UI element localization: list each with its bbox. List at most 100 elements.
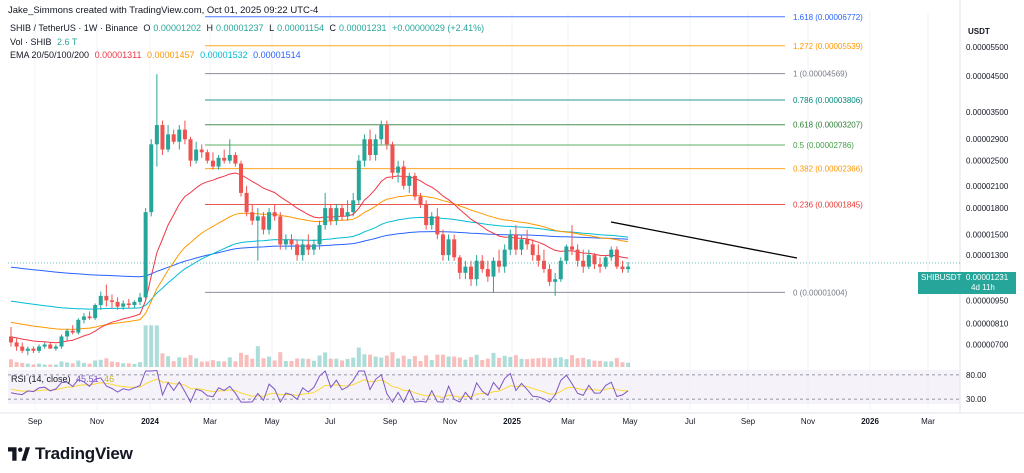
candle-body — [42, 344, 47, 347]
volume-bar — [407, 359, 412, 367]
candle-body — [93, 305, 98, 319]
volume-bar — [239, 352, 244, 367]
candle-body — [70, 330, 75, 333]
time-tick-label: 2026 — [861, 417, 879, 426]
rsi-panel: 80.00 30.00 — [8, 369, 987, 404]
volume-bar — [424, 355, 429, 367]
candle-body — [564, 246, 569, 261]
candle-body — [508, 234, 513, 250]
volume-bar — [575, 358, 580, 367]
volume-bar — [87, 363, 92, 367]
fibonacci-levels: 1.618 (0.00006772) 1.272 (0.00005539) 1 (0… — [205, 13, 863, 297]
candle-body — [132, 301, 137, 306]
candle-body — [435, 216, 440, 235]
volume-bar — [463, 359, 468, 367]
price-tick-label: 0.00004500 — [966, 72, 1009, 81]
candle-body — [244, 192, 249, 213]
volume-bar — [620, 362, 625, 367]
candle-body — [480, 260, 485, 270]
volume-bar — [149, 325, 154, 367]
candle-body — [598, 264, 603, 267]
credit-line: Jake_Simmons created with TradingView.co… — [8, 5, 319, 16]
volume-bar — [250, 358, 255, 367]
volume-bar — [418, 360, 423, 367]
candle-body — [205, 152, 210, 161]
volume-bar — [614, 358, 619, 367]
volume-bar — [368, 354, 373, 367]
volume-bar — [9, 359, 13, 367]
volume-bar — [570, 355, 574, 367]
volume-bar — [317, 355, 322, 367]
candle-body — [553, 279, 558, 282]
tradingview-logo[interactable]: TradingView — [8, 444, 133, 464]
volume-bar — [334, 358, 339, 367]
ema-legend[interactable]: EMA 20/50/100/200 0.00001311 0.00001457 … — [10, 50, 301, 60]
volume-bar — [519, 358, 524, 367]
candle-body — [65, 330, 70, 337]
candle-body — [233, 155, 238, 164]
candle-body — [9, 336, 13, 343]
volume-bar — [278, 352, 283, 367]
volume-bar — [121, 363, 126, 367]
price-tick-label: 0.00002900 — [966, 135, 1009, 144]
volume-bar — [513, 355, 518, 367]
volume-bar — [59, 361, 64, 367]
volume-bar — [216, 361, 221, 367]
candle-body — [87, 316, 92, 319]
grid — [0, 0, 1024, 414]
rsi-legend[interactable]: RSI (14, close) 45.51 46 — [11, 374, 115, 384]
volume-bar — [541, 357, 546, 367]
volume-bar — [446, 356, 451, 367]
time-tick-label: Mar — [921, 417, 935, 426]
candle-body — [160, 125, 165, 150]
candle-body — [182, 129, 187, 140]
volume-bar — [351, 357, 356, 367]
fib-level-label: 0.786 (0.00003806) — [793, 96, 863, 105]
candle-body — [463, 266, 468, 273]
volume-bar — [233, 361, 238, 367]
volume-bar — [177, 357, 182, 367]
price-tick-label: 0.00001800 — [966, 204, 1009, 213]
volume-bar — [70, 363, 75, 367]
candle-body — [143, 212, 148, 298]
volume-bar — [300, 358, 305, 367]
candle-body — [373, 139, 378, 156]
candle-body — [289, 239, 294, 245]
candle-body — [37, 346, 42, 351]
volume-bar — [65, 362, 70, 367]
candle-body — [570, 246, 574, 250]
candle-body — [171, 134, 176, 142]
time-axis: Sep Nov 2024 Mar May Jul Sep Nov 2025 Mar May Jul Se… — [28, 417, 935, 426]
candle-body — [194, 149, 199, 161]
candle-body — [412, 175, 417, 197]
candle-body — [491, 260, 496, 277]
candle-body — [210, 160, 215, 167]
volume-bar — [553, 357, 558, 367]
time-tick-label: Mar — [561, 417, 575, 426]
candle-body — [530, 244, 535, 256]
volume-bar — [547, 358, 552, 367]
volume-bar — [502, 355, 507, 367]
candle-body — [575, 249, 580, 261]
price-tick-label: 0.00000810 — [966, 319, 1009, 328]
symbol-name[interactable]: SHIB / TetherUS · 1W · Binance — [10, 23, 138, 33]
candle-body — [109, 300, 114, 302]
fib-level-label: 1.618 (0.00006772) — [793, 13, 863, 22]
candle-body — [59, 336, 64, 347]
candle-body — [239, 163, 244, 193]
candle-body — [334, 208, 339, 221]
volume-bar — [267, 356, 272, 367]
candle-body — [272, 212, 277, 217]
time-tick-label: May — [622, 417, 637, 426]
candle-body — [536, 255, 541, 261]
volume-bar — [289, 360, 294, 367]
volume-legend[interactable]: Vol · SHIB 2.6 T — [10, 37, 78, 47]
volume-bar — [339, 360, 344, 367]
tradingview-logo-icon — [8, 447, 30, 461]
volume-bar — [199, 361, 204, 367]
price-tick-label: 0.00003500 — [966, 108, 1009, 117]
time-tick-label: Jul — [325, 417, 335, 426]
ema-line — [10, 194, 629, 330]
candle-body — [199, 149, 204, 153]
volume-bar — [37, 363, 42, 367]
